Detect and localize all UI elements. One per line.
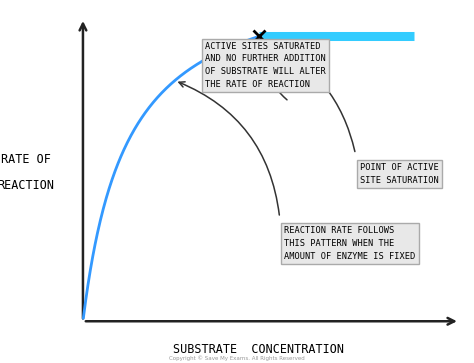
Text: Copyright © Save My Exams. All Rights Reserved: Copyright © Save My Exams. All Rights Re… xyxy=(169,355,305,361)
Text: POINT OF ACTIVE
SITE SATURATION: POINT OF ACTIVE SITE SATURATION xyxy=(360,163,439,185)
Text: SUBSTRATE  CONCENTRATION: SUBSTRATE CONCENTRATION xyxy=(173,343,344,356)
Text: RATE OF: RATE OF xyxy=(1,153,51,166)
Text: ACTIVE SITES SATURATED
AND NO FURTHER ADDITION
OF SUBSTRATE WILL ALTER
THE RATE : ACTIVE SITES SATURATED AND NO FURTHER AD… xyxy=(205,42,326,89)
Text: REACTION RATE FOLLOWS
THIS PATTERN WHEN THE
AMOUNT OF ENZYME IS FIXED: REACTION RATE FOLLOWS THIS PATTERN WHEN … xyxy=(284,226,416,261)
Text: REACTION: REACTION xyxy=(0,179,55,192)
